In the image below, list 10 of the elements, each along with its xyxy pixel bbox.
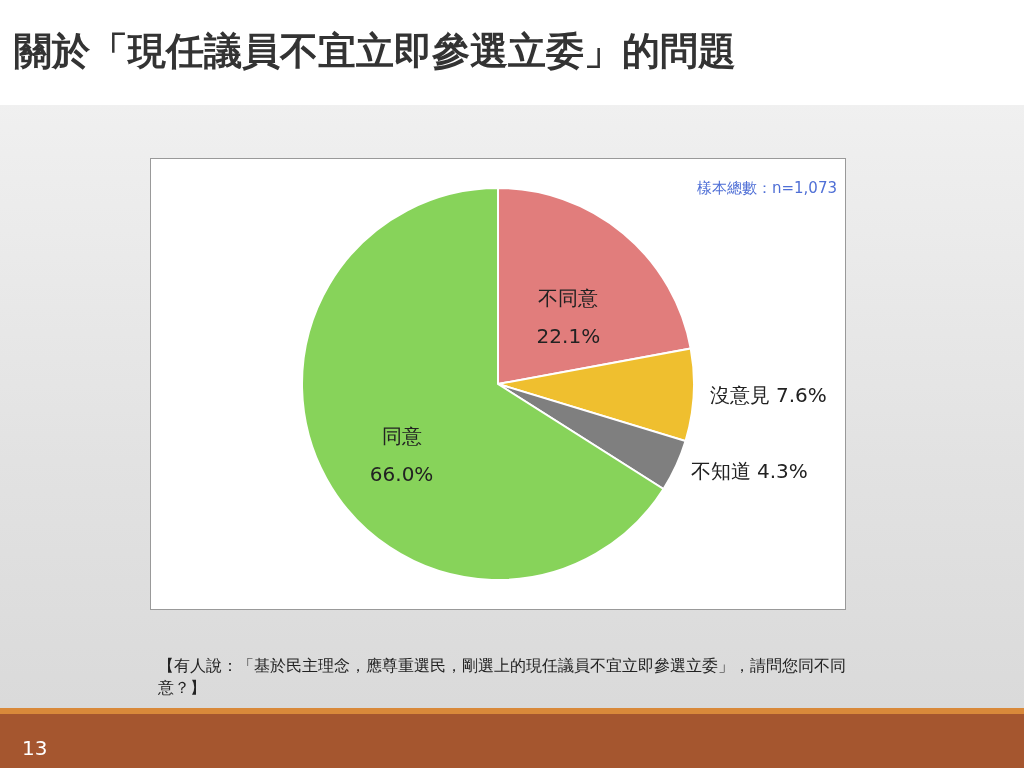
data-label: 66.0% bbox=[369, 461, 434, 486]
data-label: 22.1% bbox=[536, 324, 601, 349]
slice-label: 同意 bbox=[381, 423, 422, 448]
text: 13 bbox=[22, 736, 48, 760]
text: 【有人說：「基於民主理念，應尊重選民，剛選上的現任議員不宜立即參選立委」，請問您同不同意？】 bbox=[158, 655, 847, 699]
slice-label: 沒意見 7.6% bbox=[709, 382, 827, 407]
text: 樣本總數：n=1,073 bbox=[696, 179, 837, 198]
slice-label: 不知道 4.3% bbox=[690, 459, 808, 484]
chart-title: 關於「現任議員不宜立即參選立委」的問題 bbox=[14, 28, 736, 75]
slice-label: 不同意 bbox=[538, 286, 599, 311]
